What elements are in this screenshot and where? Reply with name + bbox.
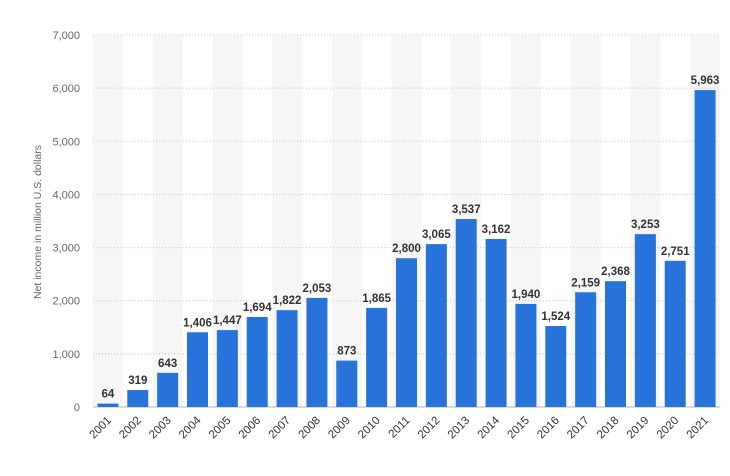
bar bbox=[276, 310, 298, 407]
bar bbox=[187, 332, 208, 407]
x-tick-label: 2018 bbox=[595, 415, 622, 442]
data-label: 2,800 bbox=[392, 243, 421, 255]
y-tick-label: 3,000 bbox=[52, 243, 80, 255]
data-label: 1,940 bbox=[512, 289, 541, 301]
bar bbox=[575, 292, 597, 407]
y-tick-label: 0 bbox=[74, 402, 80, 414]
data-label: 3,162 bbox=[482, 224, 511, 236]
data-label: 3,253 bbox=[631, 219, 660, 231]
x-tick-label: 2016 bbox=[535, 415, 562, 442]
bar bbox=[157, 372, 179, 407]
y-tick-label: 1,000 bbox=[52, 349, 80, 361]
x-tick-label: 2019 bbox=[625, 415, 652, 442]
column-band bbox=[93, 35, 123, 407]
data-label: 643 bbox=[158, 358, 177, 370]
data-label: 2,053 bbox=[303, 283, 332, 295]
bar bbox=[216, 330, 238, 407]
bar bbox=[605, 281, 626, 407]
bar bbox=[97, 403, 119, 407]
x-tick-label: 2010 bbox=[356, 415, 383, 442]
y-tick-label: 2,000 bbox=[52, 296, 80, 308]
data-label: 3,537 bbox=[452, 204, 481, 216]
data-label: 64 bbox=[102, 389, 115, 401]
data-label: 2,368 bbox=[601, 266, 630, 278]
column-band bbox=[331, 35, 362, 407]
bar bbox=[485, 238, 507, 407]
data-label: 1,865 bbox=[362, 293, 391, 305]
y-tick-label: 7,000 bbox=[52, 30, 80, 42]
data-label: 2,159 bbox=[571, 277, 600, 289]
data-label: 319 bbox=[128, 375, 147, 387]
data-label: 1,694 bbox=[243, 302, 272, 314]
x-tick-label: 2006 bbox=[237, 415, 264, 442]
y-tick-label: 4,000 bbox=[52, 189, 80, 201]
bars bbox=[97, 90, 716, 408]
x-tick-label: 2002 bbox=[117, 415, 144, 442]
x-tick-label: 2011 bbox=[387, 415, 413, 441]
data-label: 5,963 bbox=[691, 75, 720, 87]
x-tick-label: 2005 bbox=[207, 415, 234, 442]
bar bbox=[515, 303, 537, 407]
bar bbox=[545, 326, 567, 407]
x-tick-label: 2013 bbox=[446, 415, 473, 442]
bar bbox=[366, 307, 388, 407]
x-tick-label: 2012 bbox=[416, 415, 443, 442]
bar bbox=[634, 234, 656, 407]
x-tick-label: 2020 bbox=[655, 415, 682, 442]
data-label: 2,751 bbox=[661, 246, 690, 258]
data-label: 873 bbox=[337, 346, 356, 358]
bar bbox=[425, 244, 447, 407]
bar bbox=[455, 219, 477, 407]
x-tick-label: 2021 bbox=[685, 415, 712, 442]
column-band bbox=[152, 35, 183, 407]
x-tick-label: 2001 bbox=[87, 415, 114, 442]
bar bbox=[306, 297, 328, 407]
data-label: 1,447 bbox=[213, 315, 242, 327]
data-label: 1,406 bbox=[183, 317, 212, 329]
y-axis-label: Net income in million U.S. dollars bbox=[32, 145, 44, 299]
x-axis-ticks: 2001 2002 2003 2004 2005 2006 2007 2008 2009 2010… bbox=[87, 414, 711, 441]
bar bbox=[246, 316, 268, 407]
bar bbox=[664, 260, 686, 407]
x-tick-label: 2004 bbox=[177, 414, 204, 441]
x-tick-label: 2014 bbox=[476, 414, 503, 441]
y-tick-label: 5,000 bbox=[52, 136, 80, 148]
x-tick-label: 2003 bbox=[147, 415, 174, 442]
bar bbox=[694, 90, 716, 408]
data-label: 1,524 bbox=[541, 311, 570, 323]
data-label: 1,822 bbox=[273, 295, 302, 307]
y-axis-ticks: 0 1,000 2,000 3,000 4,000 5,000 6,000 7,000 bbox=[52, 30, 80, 414]
x-tick-label: 2007 bbox=[267, 415, 294, 442]
y-tick-label: 6,000 bbox=[52, 83, 80, 95]
bar bbox=[396, 258, 417, 407]
data-label: 3,065 bbox=[422, 229, 451, 241]
x-tick-label: 2015 bbox=[505, 415, 532, 442]
bar bbox=[336, 360, 358, 407]
x-tick-label: 2009 bbox=[326, 415, 353, 442]
x-tick-label: 2008 bbox=[296, 415, 323, 442]
x-tick-label: 2017 bbox=[565, 415, 592, 442]
bar bbox=[127, 390, 149, 407]
